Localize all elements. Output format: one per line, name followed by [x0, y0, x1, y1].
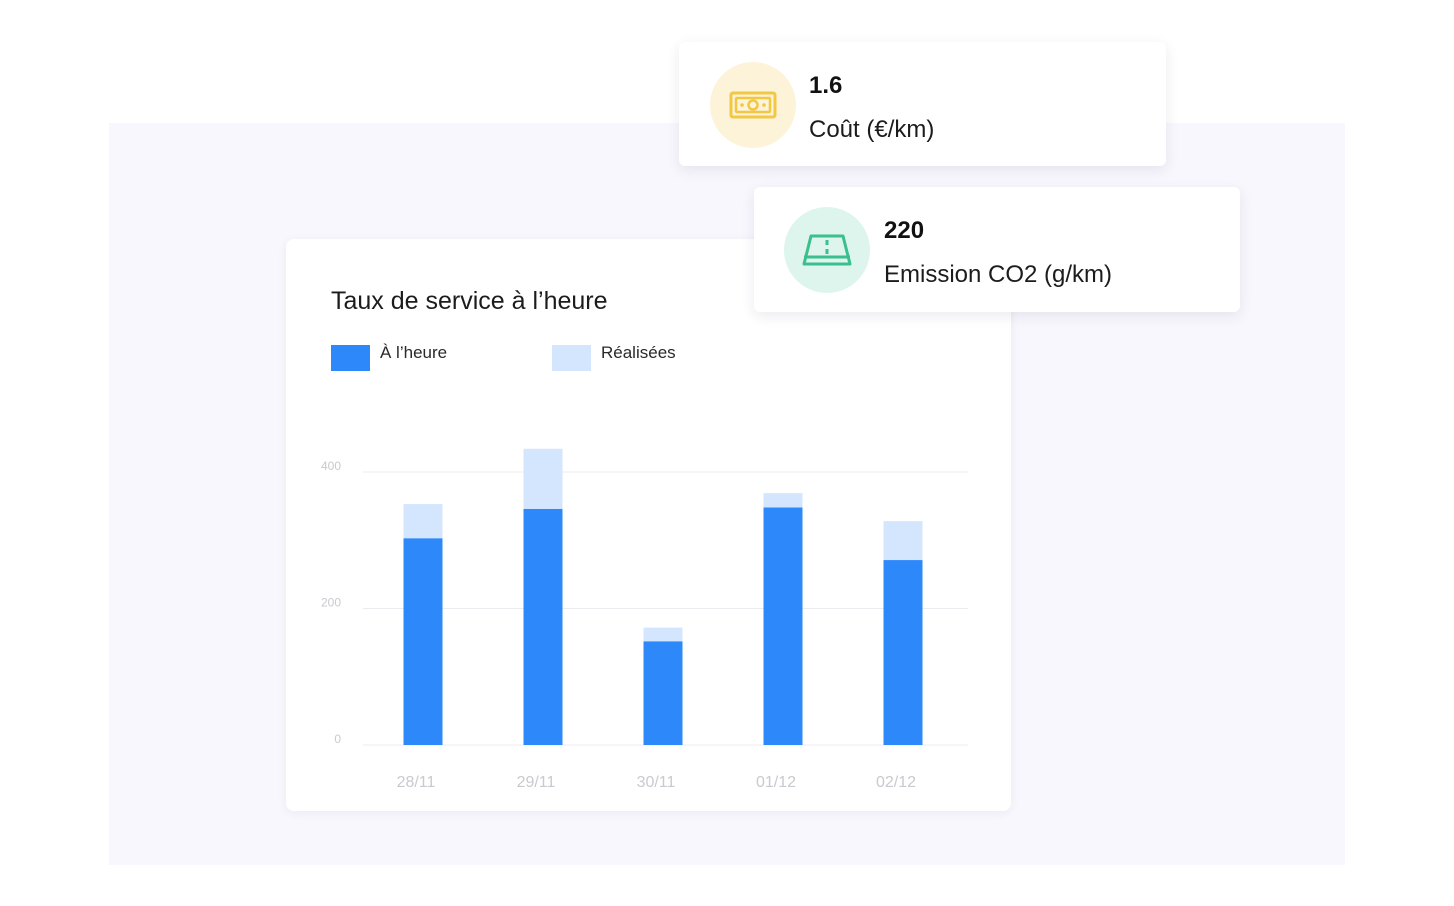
kpi-label-cost: Coût (€/km) — [809, 116, 935, 143]
kpi-value-cost: 1.6 — [809, 72, 843, 99]
legend-label-on-time: À l’heure — [380, 343, 448, 362]
legend-label-completed: Réalisées — [601, 343, 676, 362]
x-tick-label: 02/12 — [876, 774, 916, 791]
chart-card: Taux de service à l’heure À l’heure Réal… — [286, 239, 1011, 811]
x-tick-label: 30/11 — [637, 774, 676, 791]
bar-on-time — [763, 507, 803, 745]
legend-item-on-time: À l’heure — [331, 343, 448, 371]
kpi-card-cost: 1.6 Coût (€/km) — [679, 42, 1166, 166]
bar-on-time — [643, 641, 683, 745]
bar-completed — [763, 493, 803, 508]
bar-on-time — [523, 508, 563, 745]
kpi-value-co2: 220 — [884, 217, 925, 244]
x-tick-label: 29/11 — [517, 774, 556, 791]
bar-on-time — [883, 560, 923, 745]
bar-completed — [883, 521, 923, 561]
legend-swatch-completed — [552, 345, 591, 371]
bar-on-time — [403, 538, 443, 745]
bar-chart: 0 200 400 28/11 29/11 30/11 01/12 02/12 — [321, 448, 968, 791]
bar-completed — [523, 448, 563, 509]
legend-item-completed: Réalisées — [552, 343, 676, 371]
x-tick-label: 01/12 — [756, 774, 796, 791]
road-icon — [784, 207, 870, 293]
bar-completed — [403, 504, 443, 539]
legend-swatch-on-time — [331, 345, 370, 371]
y-tick-label: 0 — [334, 732, 341, 746]
kpi-card-co2: 220 Emission CO2 (g/km) — [754, 187, 1240, 312]
chart-title: Taux de service à l’heure — [331, 287, 608, 315]
y-tick-label: 400 — [321, 459, 341, 473]
banknote-icon — [710, 62, 796, 148]
y-tick-label: 200 — [321, 596, 341, 610]
x-tick-label: 28/11 — [397, 774, 436, 791]
bar-completed — [643, 627, 683, 642]
kpi-label-co2: Emission CO2 (g/km) — [884, 261, 1113, 288]
